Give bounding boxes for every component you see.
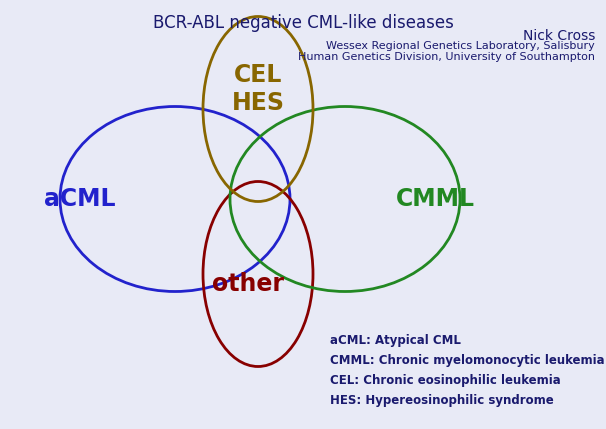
Text: aCML: Atypical CML
CMML: Chronic myelomonocytic leukemia
CEL: Chronic eosinophil: aCML: Atypical CML CMML: Chronic myelomo… [330,334,605,407]
Text: Wessex Regional Genetics Laboratory, Salisbury: Wessex Regional Genetics Laboratory, Sal… [326,41,595,51]
Text: CEL
HES: CEL HES [231,63,284,115]
Text: Human Genetics Division, University of Southampton: Human Genetics Division, University of S… [298,52,595,62]
Text: BCR-ABL negative CML-like diseases: BCR-ABL negative CML-like diseases [153,14,453,32]
Text: aCML: aCML [44,187,116,211]
Text: Nick Cross: Nick Cross [522,29,595,43]
Text: other: other [212,272,284,296]
Text: CMML: CMML [396,187,474,211]
